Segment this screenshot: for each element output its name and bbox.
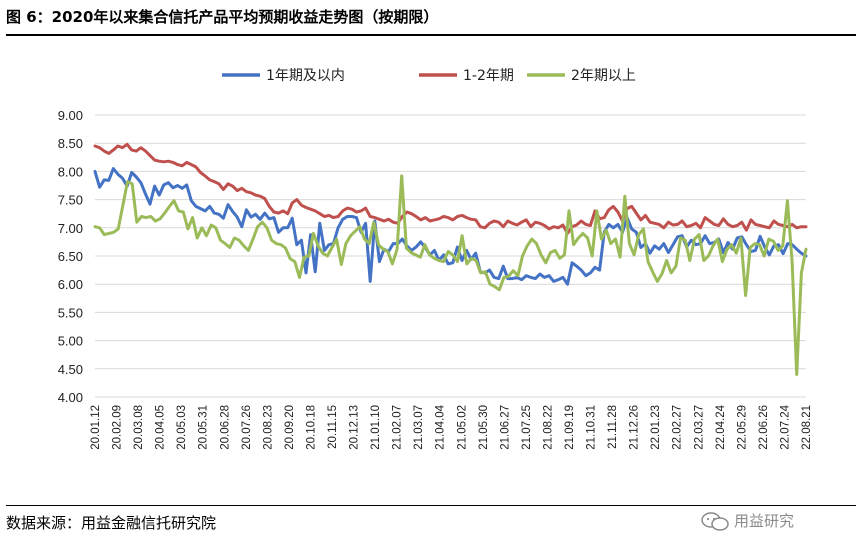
x-tick-label: 22.03.27: [693, 405, 705, 450]
data-source-note: 数据来源：用益金融信托研究院: [6, 514, 217, 532]
line-chart: 9.00 8.50 8.00 7.50 7.00 6.50 6.00 5.50 5.00 4.50…: [58, 68, 813, 450]
chart-legend: 1年期及以内 1-2年期 2年期以上: [222, 68, 636, 84]
y-tick-label: 6.50: [58, 249, 83, 264]
x-tick-label: 20.10.18: [305, 405, 317, 450]
y-tick-label: 7.00: [58, 221, 83, 236]
x-tick-label: 20.03.08: [133, 405, 145, 450]
x-tick-label: 21.04.04: [435, 404, 447, 449]
x-tick-label: 21.08.22: [542, 405, 554, 450]
y-tick-label: 8.50: [58, 136, 83, 151]
x-tick-label: 20.01.12: [90, 405, 102, 450]
y-tick-label: 5.50: [58, 305, 83, 320]
y-tick-label: 6.00: [58, 277, 83, 292]
x-tick-label: 21.11.28: [607, 405, 619, 449]
x-tick-label: 20.04.05: [155, 405, 167, 450]
y-tick-label: 4.50: [58, 362, 83, 377]
x-axis-ticks: 20.01.12 20.02.09 20.03.08 20.04.05 20.05.03…: [90, 404, 813, 449]
x-tick-label: 21.01.10: [370, 405, 382, 450]
x-tick-label: 21.09.19: [564, 405, 576, 450]
series-line-3: [93, 174, 808, 376]
y-tick-label: 9.00: [58, 108, 83, 123]
title-divider: [6, 34, 856, 36]
x-tick-label: 21.05.30: [478, 405, 490, 450]
source-divider: [6, 505, 856, 506]
wechat-icon: [701, 511, 729, 531]
series-line-2: [93, 142, 808, 235]
chart-gridlines: [95, 114, 806, 398]
x-tick-label: 20.02.09: [112, 405, 124, 450]
x-tick-label: 21.02.07: [392, 405, 404, 450]
y-tick-label: 4.00: [58, 390, 83, 405]
x-tick-label: 20.05.03: [176, 405, 188, 450]
x-tick-label: 22.08.21: [801, 405, 813, 450]
x-tick-label: 20.09.20: [284, 405, 296, 450]
x-tick-label: 20.07.26: [241, 405, 253, 450]
x-tick-label: 20.11.15: [327, 405, 339, 449]
y-tick-label: 7.50: [58, 193, 83, 208]
chart-series: [93, 142, 808, 376]
x-tick-label: 22.06.26: [758, 405, 770, 450]
x-tick-label: 21.03.07: [413, 405, 425, 450]
x-tick-label: 21.12.26: [629, 405, 641, 450]
y-tick-label: 5.00: [58, 334, 83, 349]
legend-label: 2年期以上: [571, 68, 636, 84]
y-tick-label: 8.00: [58, 164, 83, 179]
x-tick-label: 21.07.25: [521, 405, 533, 450]
watermark-text: 用益研究: [734, 512, 795, 530]
figure-title: 图 6：2020年以来集合信托产品平均预期收益走势图（按期限）: [6, 8, 439, 26]
x-tick-label: 20.08.23: [262, 405, 274, 450]
x-tick-label: 21.10.31: [586, 405, 598, 450]
watermark: 用益研究: [700, 510, 794, 533]
x-tick-label: 22.05.29: [736, 405, 748, 450]
x-tick-label: 20.06.28: [219, 405, 231, 450]
x-tick-label: 21.06.27: [499, 405, 511, 450]
legend-label: 1年期及以内: [266, 68, 345, 84]
x-tick-label: 22.07.24: [779, 404, 791, 449]
x-tick-label: 20.12.13: [349, 405, 361, 450]
x-tick-label: 21.05.02: [456, 405, 468, 450]
y-axis-ticks: 9.00 8.50 8.00 7.50 7.00 6.50 6.00 5.50 5.00 4.50…: [58, 108, 83, 405]
x-tick-label: 22.04.24: [715, 404, 727, 449]
x-tick-label: 20.05.31: [198, 405, 210, 450]
x-tick-label: 22.01.23: [650, 405, 662, 450]
legend-label: 1-2年期: [463, 68, 514, 84]
x-tick-label: 22.02.27: [672, 405, 684, 450]
